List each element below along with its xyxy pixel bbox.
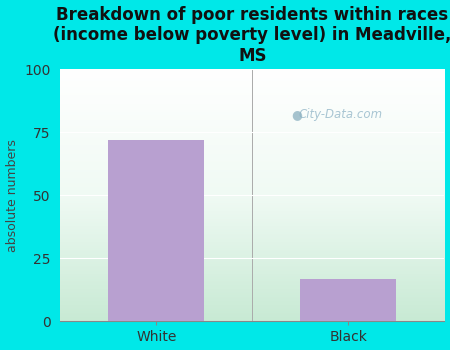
Bar [300, 279, 396, 321]
Text: City-Data.com: City-Data.com [299, 108, 383, 121]
Bar [108, 140, 204, 321]
Title: Breakdown of poor residents within races
(income below poverty level) in Meadvil: Breakdown of poor residents within races… [53, 6, 450, 65]
Y-axis label: absolute numbers: absolute numbers [5, 139, 18, 252]
Text: ●: ● [291, 108, 302, 121]
